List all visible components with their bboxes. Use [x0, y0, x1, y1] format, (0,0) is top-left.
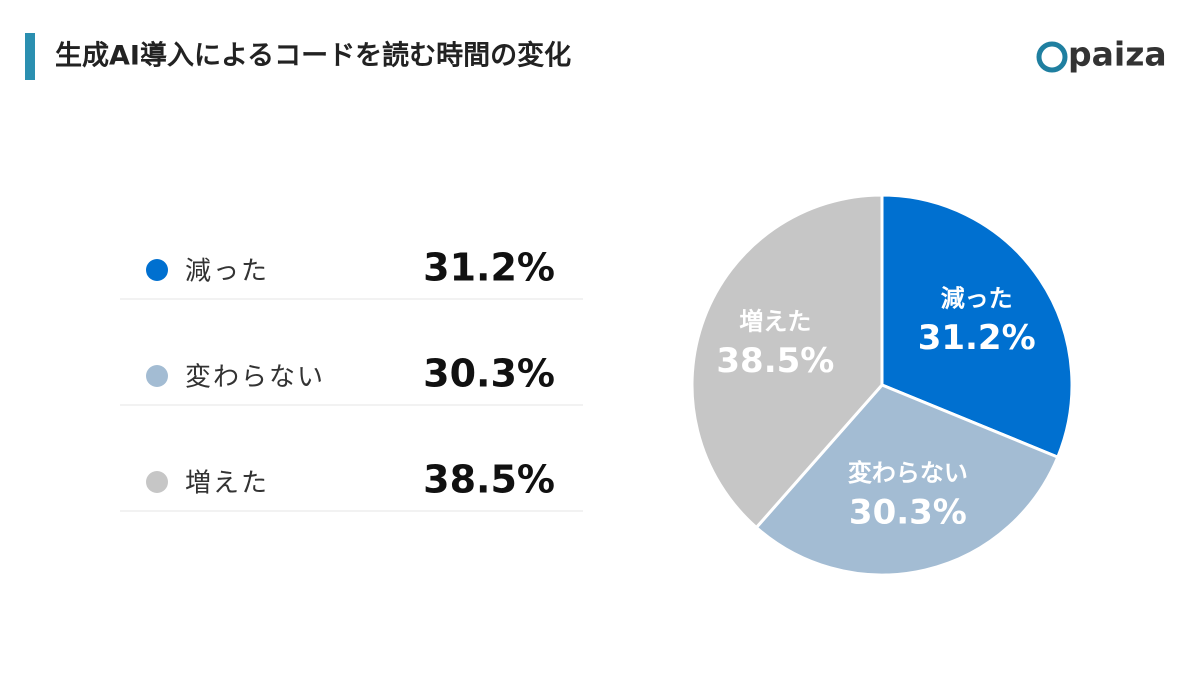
pie-slice	[754, 383, 1060, 577]
logo-icon	[1036, 41, 1068, 73]
slice-category: 変わらない	[848, 459, 968, 487]
legend-value: 30.3%	[423, 352, 555, 396]
slice-value: 30.3%	[849, 493, 967, 533]
legend-label: 減った	[185, 257, 269, 287]
legend-label: 変わらない	[185, 363, 325, 393]
legend-label: 増えた	[185, 469, 269, 499]
legend-value: 31.2%	[423, 246, 555, 290]
title-accent	[25, 33, 35, 80]
slice-category: 減った	[941, 285, 1013, 313]
legend-value: 38.5%	[423, 458, 555, 502]
pie-slice	[880, 193, 1074, 460]
legend-dot	[146, 259, 168, 281]
slice-value: 38.5%	[716, 341, 834, 381]
pie-slice	[690, 193, 884, 530]
chart-title: 生成AI導入によるコードを読む時間の変化	[55, 40, 571, 72]
legend-dot	[146, 471, 168, 493]
logo-text: paiza	[1068, 35, 1167, 74]
logo: paiza	[1036, 35, 1167, 74]
slice-value: 31.2%	[918, 318, 1036, 358]
legend-dot	[146, 365, 168, 387]
slice-category: 増えた	[739, 308, 811, 336]
